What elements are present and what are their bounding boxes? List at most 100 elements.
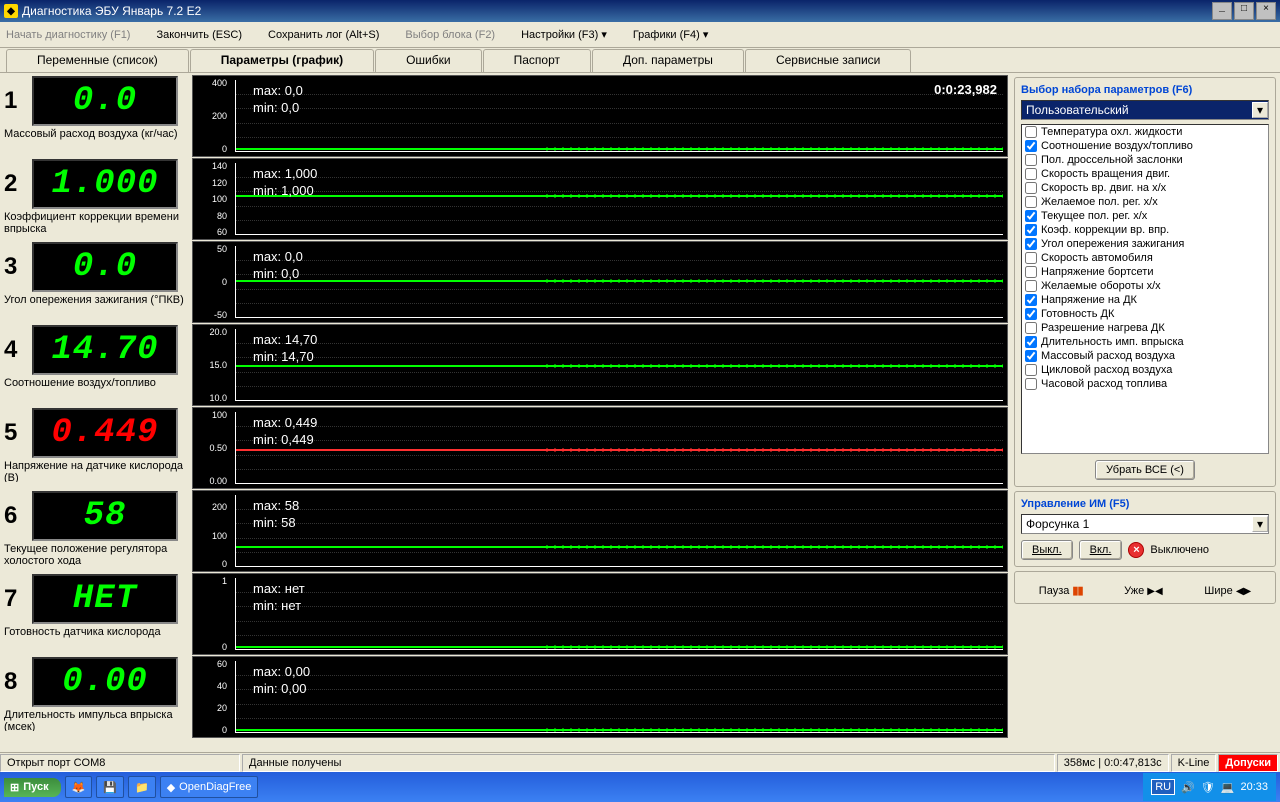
pause-button[interactable]: Пауза ▮▮ [1039, 584, 1083, 597]
check-item[interactable]: Цикловой расход воздуха [1022, 363, 1268, 377]
param-chart[interactable]: 4002000max: 0,0min: 0,00:0:23,982 [192, 75, 1008, 157]
checkbox[interactable] [1025, 224, 1037, 236]
check-item[interactable]: Соотношение воздух/топливо [1022, 139, 1268, 153]
taskbar-app-button[interactable]: ◆ OpenDiagFree [160, 776, 259, 798]
quick-launch-firefox[interactable]: 🦊 [65, 776, 93, 798]
close-button[interactable]: × [1256, 2, 1276, 20]
check-item[interactable]: Скорость автомобиля [1022, 251, 1268, 265]
quick-launch-explorer[interactable]: 📁 [128, 776, 156, 798]
param-chart[interactable]: 1000.500.00max: 0,449min: 0,449 [192, 407, 1008, 489]
param-chart[interactable]: 6040200max: 0,00min: 0,00 [192, 656, 1008, 738]
checkbox[interactable] [1025, 322, 1037, 334]
narrow-icon: ▶◀ [1147, 586, 1162, 597]
check-item[interactable]: Готовность ДК [1022, 307, 1268, 321]
param-chart[interactable]: 10max: нетmin: нет [192, 573, 1008, 655]
chart-yaxis: 2001000 [195, 493, 227, 569]
status-tolerances[interactable]: Допуски [1218, 754, 1278, 772]
tray-icon[interactable]: 🛡 [1201, 781, 1215, 794]
checkbox[interactable] [1025, 294, 1037, 306]
checkbox[interactable] [1025, 364, 1037, 376]
check-item[interactable]: Желаемые обороты х/х [1022, 279, 1268, 293]
checkbox[interactable] [1025, 280, 1037, 292]
maximize-button[interactable]: □ [1234, 2, 1254, 20]
param-chart[interactable]: 500-50max: 0,0min: 0,0 [192, 241, 1008, 323]
narrow-button[interactable]: Уже ▶◀ [1124, 585, 1163, 597]
check-item[interactable]: Коэф. коррекции вр. впр. [1022, 223, 1268, 237]
check-item[interactable]: Скорость вращения двиг. [1022, 167, 1268, 181]
tray-icon[interactable]: 🔊 [1181, 781, 1195, 794]
menu-item[interactable]: Графики (F4) ▾ [633, 28, 709, 41]
checkbox[interactable] [1025, 350, 1037, 362]
menu-item[interactable]: Настройки (F3) ▾ [521, 28, 607, 41]
check-item[interactable]: Пол. дроссельной заслонки [1022, 153, 1268, 167]
statusbar: Открыт порт COM8 Данные получены 358мс |… [0, 752, 1280, 772]
check-item[interactable]: Желаемое пол. рег. х/х [1022, 195, 1268, 209]
checkbox[interactable] [1025, 336, 1037, 348]
preset-dropdown[interactable]: Пользовательский ▾ [1021, 100, 1269, 120]
windows-icon: ⊞ [10, 781, 19, 794]
main-area: 10.0Массовый расход воздуха (кг/час)4002… [0, 72, 1280, 752]
check-item[interactable]: Скорость вр. двиг. на х/х [1022, 181, 1268, 195]
checkbox[interactable] [1025, 168, 1037, 180]
start-button[interactable]: ⊞ Пуск [4, 778, 61, 797]
check-item[interactable]: Напряжение бортсети [1022, 265, 1268, 279]
checkbox[interactable] [1025, 182, 1037, 194]
param-row: 80.00Длительность импульса впрыска (мсек… [0, 656, 1008, 738]
menu-item[interactable]: Начать диагностику (F1) [6, 29, 130, 41]
chart-yaxis: 4002000 [195, 78, 227, 154]
checkbox[interactable] [1025, 238, 1037, 250]
checkbox[interactable] [1025, 210, 1037, 222]
param-chart[interactable]: 1401201008060max: 1,000min: 1,000 [192, 158, 1008, 240]
quick-launch-save[interactable]: 💾 [96, 776, 124, 798]
checkbox[interactable] [1025, 154, 1037, 166]
chart-plot [235, 80, 1003, 152]
tab[interactable]: Паспорт [483, 49, 591, 72]
menu-item[interactable]: Выбор блока (F2) [405, 29, 495, 41]
menu-item[interactable]: Сохранить лог (Alt+S) [268, 29, 379, 41]
app-icon: ◆ [167, 781, 175, 794]
check-item[interactable]: Часовой расход топлива [1022, 377, 1268, 391]
param-check-list[interactable]: Температура охл. жидкостиСоотношение воз… [1021, 124, 1269, 454]
close-icon[interactable]: × [1128, 542, 1144, 558]
tab[interactable]: Доп. параметры [592, 49, 744, 72]
tab[interactable]: Ошибки [375, 49, 482, 72]
check-item[interactable]: Температура охл. жидкости [1022, 125, 1268, 139]
status-data: Данные получены [242, 754, 1055, 772]
checkbox[interactable] [1025, 266, 1037, 278]
minimize-button[interactable]: _ [1212, 2, 1232, 20]
tab[interactable]: Параметры (график) [190, 49, 374, 72]
chart-minmax: max: нетmin: нет [253, 580, 305, 614]
wider-button[interactable]: Шире ◀▶ [1204, 585, 1251, 597]
check-item[interactable]: Длительность имп. впрыска [1022, 335, 1268, 349]
pause-icon: ▮▮ [1072, 585, 1082, 597]
tab[interactable]: Сервисные записи [745, 49, 911, 72]
checkbox[interactable] [1025, 196, 1037, 208]
checkbox[interactable] [1025, 252, 1037, 264]
actuator-dropdown[interactable]: Форсунка 1 ▾ [1021, 514, 1269, 534]
check-item[interactable]: Угол опережения зажигания [1022, 237, 1268, 251]
actuator-off-button[interactable]: Выкл. [1021, 540, 1073, 560]
check-item[interactable]: Текущее пол. рег. х/х [1022, 209, 1268, 223]
tab[interactable]: Переменные (список) [6, 49, 189, 72]
check-item[interactable]: Массовый расход воздуха [1022, 349, 1268, 363]
menu-item[interactable]: Закончить (ESC) [156, 29, 242, 41]
system-tray[interactable]: RU 🔊 🛡 💻 20:33 [1143, 773, 1276, 801]
status-timing: 358мс | 0:0:47,813с [1057, 754, 1169, 772]
chart-yaxis: 500-50 [195, 244, 227, 320]
tray-icon[interactable]: 💻 [1221, 781, 1235, 794]
checkbox[interactable] [1025, 308, 1037, 320]
checkbox[interactable] [1025, 126, 1037, 138]
check-item[interactable]: Разрешение нагрева ДК [1022, 321, 1268, 335]
status-port: Открыт порт COM8 [0, 754, 240, 772]
check-label: Пол. дроссельной заслонки [1041, 154, 1183, 166]
checkbox[interactable] [1025, 140, 1037, 152]
lang-indicator[interactable]: RU [1151, 779, 1175, 795]
param-chart[interactable]: 2001000max: 58min: 58 [192, 490, 1008, 572]
param-index: 7 [4, 585, 26, 613]
actuator-on-button[interactable]: Вкл. [1079, 540, 1123, 560]
check-item[interactable]: Напряжение на ДК [1022, 293, 1268, 307]
clear-all-button[interactable]: Убрать ВСЕ (<) [1095, 460, 1195, 480]
param-chart[interactable]: 20.015.010.0max: 14,70min: 14,70 [192, 324, 1008, 406]
chevron-down-icon: ▾ [1252, 516, 1268, 532]
checkbox[interactable] [1025, 378, 1037, 390]
